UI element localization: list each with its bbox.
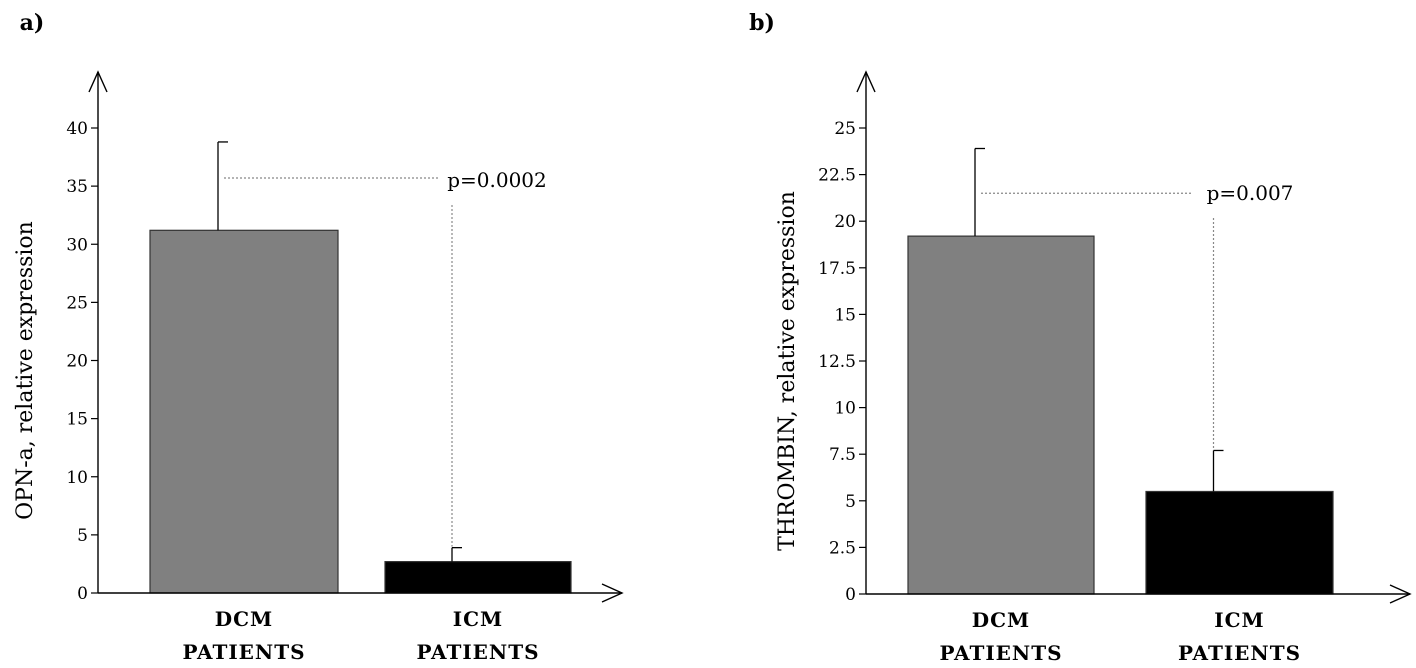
category-label: ICM xyxy=(1214,608,1264,632)
y-tick-label: 7.5 xyxy=(829,445,856,465)
y-tick-label: 15 xyxy=(834,305,856,325)
category-label: DCM xyxy=(972,608,1030,632)
y-tick-label: 12.5 xyxy=(818,352,856,372)
bar-dcm xyxy=(149,229,339,594)
y-tick-label: 0 xyxy=(845,585,856,605)
p-value-label: p=0.007 xyxy=(1207,181,1294,205)
p-value-label: p=0.0002 xyxy=(447,168,547,192)
category-label: ICM xyxy=(453,607,503,631)
y-tick-label: 22.5 xyxy=(818,166,856,186)
y-axis-label: THROMBIN, relative expression xyxy=(775,191,800,551)
y-tick-label: 2.5 xyxy=(829,538,856,558)
y-axis-label: OPN-a, relative expression xyxy=(13,221,38,520)
x-axis-arrow xyxy=(1389,584,1412,604)
bar-icm xyxy=(1145,490,1334,595)
y-tick-label: 40 xyxy=(66,119,88,139)
y-tick-label: 30 xyxy=(66,235,88,255)
y-tick-label: 10 xyxy=(66,468,88,488)
x-axis-arrow xyxy=(601,583,624,603)
y-tick-label: 15 xyxy=(66,410,88,430)
panel-b: b) DCM PATIENTS ICM PATIENTS 0 2.5 5 7.5 10 12.5 15… xyxy=(749,10,1412,665)
category-label: PATIENTS xyxy=(416,640,539,664)
panel-a: a) DCM PATIENTS ICM PATIENTS 0 5 10 15 20 25 30 35 40… xyxy=(13,10,624,664)
panel-letter: b) xyxy=(749,10,775,36)
y-axis-arrow xyxy=(856,70,876,93)
y-axis-arrow xyxy=(88,70,108,93)
category-label: PATIENTS xyxy=(182,640,305,664)
category-label: DCM xyxy=(215,607,273,631)
category-label: PATIENTS xyxy=(939,641,1062,665)
bar-icm xyxy=(384,561,572,594)
y-tick-label: 20 xyxy=(66,352,88,372)
y-tick-label: 5 xyxy=(77,526,88,546)
y-tick-label: 10 xyxy=(834,399,856,419)
y-tick-label: 20 xyxy=(834,212,856,232)
category-label: PATIENTS xyxy=(1178,641,1301,665)
bar-dcm xyxy=(907,235,1095,595)
y-tick-label: 5 xyxy=(845,492,856,512)
y-tick-label: 0 xyxy=(77,584,88,604)
y-tick-label: 25 xyxy=(834,119,856,139)
y-tick-label: 25 xyxy=(66,293,88,313)
panel-letter: a) xyxy=(20,10,45,36)
y-tick-label: 35 xyxy=(66,177,88,197)
y-tick-label: 17.5 xyxy=(818,259,856,279)
